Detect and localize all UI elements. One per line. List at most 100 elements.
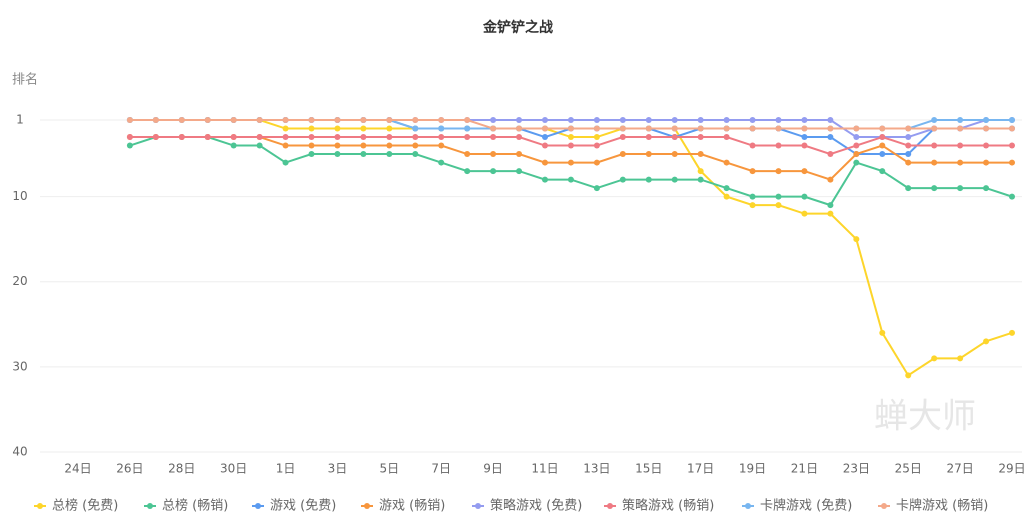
watermark: 蝉大师 xyxy=(874,397,976,437)
data-point xyxy=(1009,142,1015,149)
data-point xyxy=(905,372,912,379)
data-point xyxy=(645,125,652,132)
data-point xyxy=(801,168,808,175)
data-point xyxy=(490,125,497,132)
x-tick-label: 25日 xyxy=(895,462,922,476)
data-point xyxy=(516,168,523,175)
data-point xyxy=(386,151,393,158)
data-point xyxy=(879,151,886,158)
data-point xyxy=(853,125,860,132)
data-point xyxy=(204,134,211,141)
data-point xyxy=(593,185,600,192)
y-tick-label: 20 xyxy=(12,274,27,288)
data-point xyxy=(723,117,730,123)
data-point xyxy=(931,159,938,166)
data-point xyxy=(801,142,808,149)
data-point xyxy=(827,151,834,158)
x-tick-label: 17日 xyxy=(687,462,714,476)
x-tick-label: 9日 xyxy=(483,462,503,476)
data-point xyxy=(230,117,237,123)
data-point xyxy=(749,168,756,175)
data-point xyxy=(542,117,548,123)
data-point xyxy=(256,142,263,149)
y-tick-label: 40 xyxy=(12,445,27,459)
data-point xyxy=(516,151,523,158)
data-point xyxy=(697,134,704,141)
data-point xyxy=(542,125,548,132)
x-tick-label: 23日 xyxy=(843,462,870,476)
data-point xyxy=(801,134,808,141)
data-point xyxy=(853,151,860,158)
data-point xyxy=(308,151,315,158)
legend-label: 卡牌游戏 (畅销) xyxy=(896,498,988,514)
data-point xyxy=(827,125,834,132)
data-point xyxy=(308,117,315,123)
data-point xyxy=(282,159,289,166)
data-point xyxy=(593,117,600,123)
legend-swatch xyxy=(37,503,43,509)
data-point xyxy=(593,159,600,166)
data-point xyxy=(230,134,237,141)
x-tick-label: 24日 xyxy=(64,462,91,476)
data-point xyxy=(983,159,990,166)
data-point xyxy=(464,168,471,175)
data-point xyxy=(697,176,704,183)
data-point xyxy=(464,151,471,158)
data-point xyxy=(360,142,367,149)
legend-swatch xyxy=(475,503,481,509)
data-point xyxy=(723,159,730,166)
data-point xyxy=(360,117,367,123)
data-point xyxy=(619,125,626,132)
y-tick-label: 10 xyxy=(12,189,27,203)
y-axis-label: 排名 xyxy=(12,72,38,88)
data-point xyxy=(204,117,211,123)
legend-swatch xyxy=(745,503,751,509)
data-point xyxy=(905,159,912,166)
data-point xyxy=(801,193,808,200)
data-point xyxy=(1009,125,1015,132)
data-point xyxy=(334,125,341,132)
data-point xyxy=(931,117,938,123)
data-point xyxy=(827,176,834,183)
legend-label: 策略游戏 (免费) xyxy=(490,498,582,514)
data-point xyxy=(749,117,756,123)
data-point xyxy=(931,142,938,149)
data-point xyxy=(671,125,678,132)
data-point xyxy=(360,125,367,132)
x-tick-label: 26日 xyxy=(116,462,143,476)
data-point xyxy=(490,134,497,141)
data-point xyxy=(827,117,834,123)
data-point xyxy=(645,176,652,183)
x-tick-label: 1日 xyxy=(276,462,296,476)
data-point xyxy=(749,202,756,209)
data-point xyxy=(957,117,964,123)
data-point xyxy=(905,125,912,132)
data-point xyxy=(801,210,808,217)
data-point xyxy=(490,168,497,175)
data-point xyxy=(931,185,938,192)
data-point xyxy=(671,176,678,183)
data-point xyxy=(905,142,912,149)
legend-label: 游戏 (免费) xyxy=(270,499,336,514)
data-point xyxy=(879,329,886,336)
data-point xyxy=(1009,193,1015,200)
data-point xyxy=(360,151,367,158)
x-tick-label: 7日 xyxy=(431,462,451,476)
data-point xyxy=(645,151,652,158)
x-tick-label: 21日 xyxy=(791,462,818,476)
data-point xyxy=(723,193,730,200)
data-point xyxy=(983,338,990,345)
data-point xyxy=(386,134,393,141)
data-point xyxy=(178,134,185,141)
data-point xyxy=(749,142,756,149)
data-point xyxy=(619,134,626,141)
data-point xyxy=(645,134,652,141)
data-point xyxy=(645,117,652,123)
data-point xyxy=(1009,159,1015,166)
x-tick-label: 13日 xyxy=(583,462,610,476)
x-tick-label: 11日 xyxy=(531,462,558,476)
data-point xyxy=(438,117,445,123)
legend-swatch xyxy=(364,503,370,509)
data-point xyxy=(905,185,912,192)
data-point xyxy=(308,142,315,149)
